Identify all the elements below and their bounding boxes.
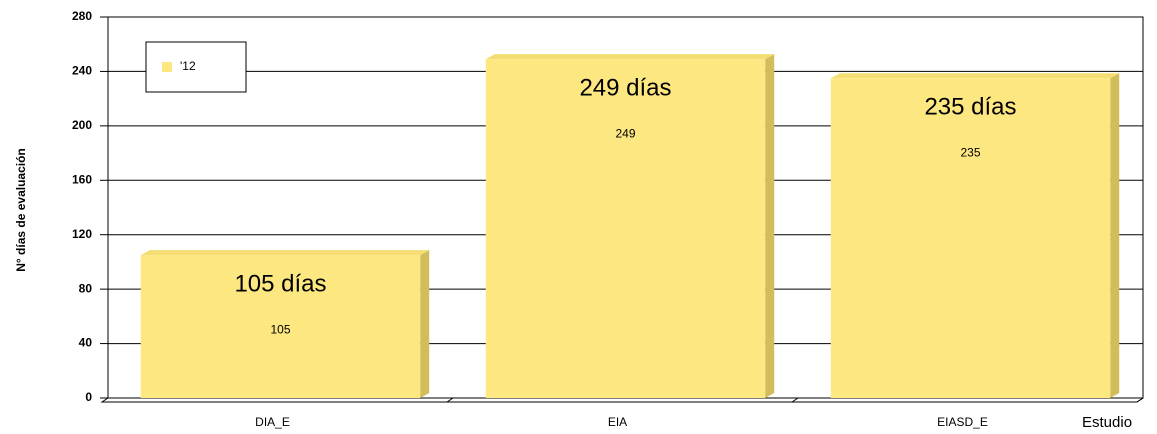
bar-top [140,250,430,256]
bar-top [485,54,775,60]
legend-swatch [162,62,172,72]
legend-label: '12 [180,59,196,73]
bar [140,255,421,398]
x-tick [1136,397,1144,403]
x-axis-label: Estudio [1082,414,1132,431]
y-tick-label: 0 [85,390,92,404]
x-tick [446,397,454,403]
data-label: 249 [615,126,635,140]
bar-top [830,73,1120,79]
y-tick-label: 40 [79,336,93,350]
legend-box [145,41,247,93]
floor [100,397,1144,403]
data-label: 105 [270,322,290,336]
bar-side [1110,73,1120,398]
x-tick [791,397,799,403]
bar [830,78,1111,398]
data-label: 235 [960,145,980,159]
bar-side [765,54,775,399]
y-tick-label: 120 [72,227,92,241]
y-tick-label: 160 [72,172,92,186]
y-tick-label: 200 [72,118,92,132]
y-tick-label: 280 [72,9,92,23]
x-tick-label: DIA_E [255,415,290,429]
x-tick-label: EIASD_E [937,415,988,429]
bar-side [420,250,430,398]
y-axis-label: N° días de evaluación [14,148,28,272]
annotation: 235 días [924,94,1016,121]
y-tick-label: 80 [79,281,93,295]
annotation: 249 días [579,75,671,102]
x-tick-label: EIA [608,415,627,429]
annotation: 105 días [234,270,326,297]
bar [485,59,766,399]
y-tick-label: 240 [72,64,92,78]
